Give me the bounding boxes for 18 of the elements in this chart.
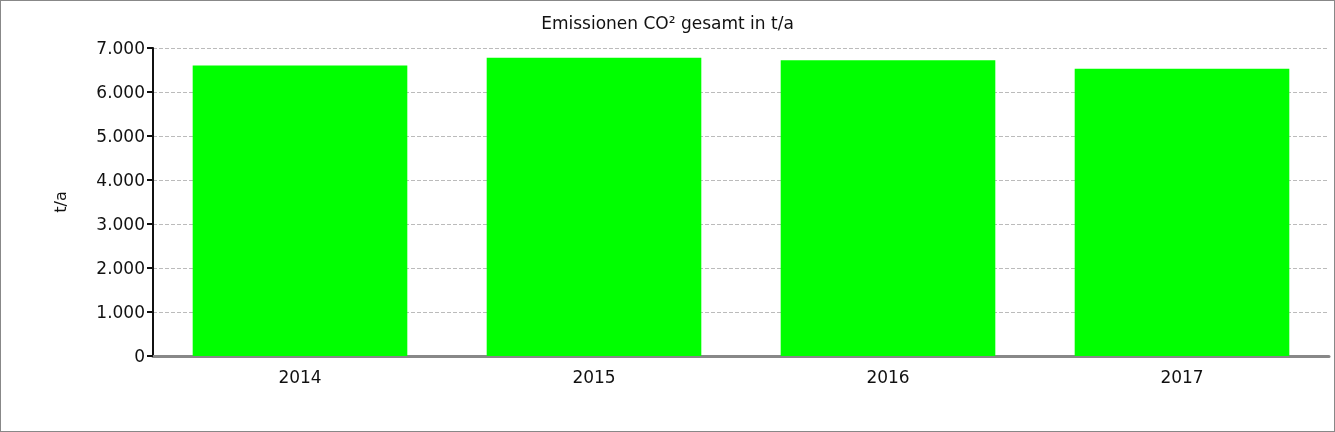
y-tick-label: 2.000 xyxy=(96,258,145,278)
x-tick-label: 2014 xyxy=(278,366,322,387)
bar xyxy=(486,57,702,356)
y-tick-label: 4.000 xyxy=(96,170,145,190)
y-tick-label: 5.000 xyxy=(96,126,145,146)
x-tick-label: 2017 xyxy=(1160,366,1204,387)
y-tick-label: 1.000 xyxy=(96,302,145,322)
bar xyxy=(192,65,408,356)
y-tick-label: 6.000 xyxy=(96,82,145,102)
y-tick-label: 0 xyxy=(134,346,145,366)
y-axis-title: t/a xyxy=(50,191,70,213)
bar xyxy=(780,60,996,356)
y-tick-label: 7.000 xyxy=(96,38,145,58)
x-tick-label: 2016 xyxy=(866,366,910,387)
bar xyxy=(1074,68,1290,356)
y-tick-label: 3.000 xyxy=(96,214,145,234)
x-tick-label: 2015 xyxy=(572,366,616,387)
chart-title: Emissionen CO² gesamt in t/a xyxy=(541,12,794,33)
